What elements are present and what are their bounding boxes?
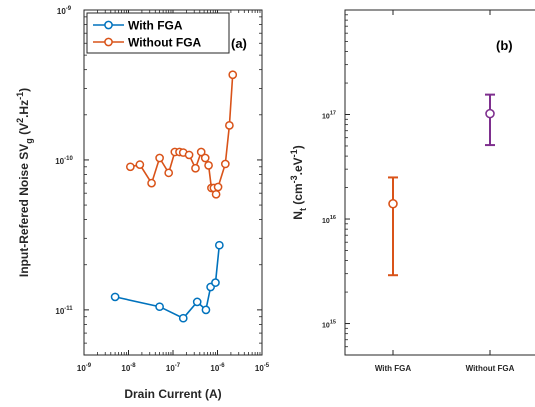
x-tick-label: 10-9 [77, 363, 92, 373]
data-point [214, 240, 224, 250]
x-tick-base: 10 [77, 364, 86, 373]
data-point [213, 182, 223, 192]
y-label-unit-sup: -1 [15, 92, 25, 100]
legend-box [86, 12, 230, 54]
x-tick-base: 10 [121, 364, 130, 373]
data-point [200, 153, 210, 163]
plot-area-b [344, 9, 535, 356]
y-label-unit-sup: -1 [289, 149, 299, 157]
x-category-label-text: With FGA [375, 364, 412, 373]
data-point [178, 313, 188, 323]
data-point [125, 162, 135, 172]
y-label-unit-close: ) [291, 145, 305, 149]
x-tick-label: 10-8 [121, 363, 136, 373]
x-tick-exp: -5 [264, 363, 270, 369]
y-tick-exp: -10 [64, 156, 73, 162]
panel-label-text: (b) [496, 38, 513, 53]
data-point [228, 70, 238, 80]
y-tick-exp: 15 [330, 320, 336, 326]
x-tick-base: 10 [166, 364, 175, 373]
data-point [135, 160, 145, 170]
legend-marker-1 [104, 37, 113, 47]
y-label-unit-close: ) [17, 88, 31, 92]
y-label-unit-sup: 2 [15, 118, 25, 123]
y-axis-label: Nt (cm-3.eV-1) [289, 145, 308, 219]
y-label-unit-mid: .Hz [17, 100, 31, 118]
data-point [204, 161, 213, 170]
panel-label-text: (a) [231, 36, 247, 51]
y-tick-label: 10-11 [55, 306, 73, 316]
data-point [201, 305, 211, 315]
y-tick-label: 10-9 [57, 6, 72, 16]
data-point [220, 159, 230, 169]
y-label-unit-open: (cm [291, 183, 305, 208]
y-axis-label: Input-Refered Noise SVg (V2.Hz-1) [15, 88, 34, 277]
y-tick-exp: -9 [66, 6, 72, 12]
x-tick-exp: -6 [219, 363, 225, 369]
y-label-main: Input-Refered Noise SV [17, 144, 31, 277]
y-tick-exp: 17 [330, 111, 336, 117]
x-tick-exp: -9 [86, 363, 92, 369]
series-line-1 [130, 74, 234, 197]
y-label-unit-mid: .eV [291, 157, 305, 175]
legend-marker-0 [104, 20, 113, 30]
y-label-sub: t [298, 208, 308, 211]
panel-label-b: (b) [496, 38, 513, 53]
x-axis-label: Drain Current (A) [124, 387, 221, 401]
legend-label-text: With FGA [128, 19, 183, 33]
x-tick-label: 10-5 [255, 363, 270, 373]
data-point [155, 302, 164, 312]
y-tick-base: 10 [322, 218, 330, 225]
y-label-sub: g [24, 138, 34, 144]
data-point [225, 121, 234, 130]
panel-a: 10-9 10-8 10-7 10-6 10-510-1110-1010-9Drain … [15, 6, 270, 401]
y-tick-base: 10 [322, 323, 330, 330]
data-point [155, 153, 164, 163]
y-tick-label: 1015 [322, 320, 336, 330]
data-point [110, 292, 120, 302]
legend-label-0: With FGA [128, 19, 183, 33]
data-point [196, 147, 206, 157]
x-tick-exp: -7 [175, 363, 181, 369]
plot-area-a [83, 9, 263, 356]
y-tick-label: 1017 [322, 111, 336, 121]
data-point [485, 108, 495, 119]
x-category-label: Without FGA [466, 364, 515, 373]
x-axis-label-text: Drain Current (A) [124, 387, 221, 401]
y-tick-base: 10 [322, 114, 330, 121]
x-tick-base: 10 [210, 364, 219, 373]
y-tick-base: 10 [57, 7, 66, 16]
y-tick-label: 1016 [322, 215, 336, 225]
x-tick-base: 10 [255, 364, 264, 373]
data-point [191, 163, 200, 173]
data-point [211, 189, 221, 199]
y-label-unit-sup: -3 [289, 175, 299, 183]
y-label-main: N [291, 211, 305, 220]
data-point [211, 278, 220, 287]
y-tick-base: 10 [55, 157, 64, 166]
y-tick-exp: -11 [64, 306, 73, 312]
panel-label-a: (a) [231, 36, 247, 51]
data-point [164, 168, 174, 178]
x-tick-label: 10-6 [210, 363, 225, 373]
x-tick-exp: -8 [130, 363, 136, 369]
y-tick-base: 10 [55, 307, 64, 316]
data-point [147, 178, 156, 188]
data-point [184, 150, 194, 160]
y-tick-exp: 16 [330, 215, 336, 221]
data-point [388, 198, 398, 209]
y-tick-label: 10-10 [55, 156, 73, 166]
x-category-label-text: Without FGA [466, 364, 515, 373]
y-label-unit-open: (V [17, 123, 31, 138]
data-point [192, 297, 202, 307]
legend-label-text: Without FGA [128, 36, 202, 50]
legend: With FGA Without FGA [86, 12, 230, 54]
x-category-label: With FGA [375, 364, 412, 373]
x-tick-label: 10-7 [166, 363, 181, 373]
legend-label-1: Without FGA [128, 36, 202, 50]
